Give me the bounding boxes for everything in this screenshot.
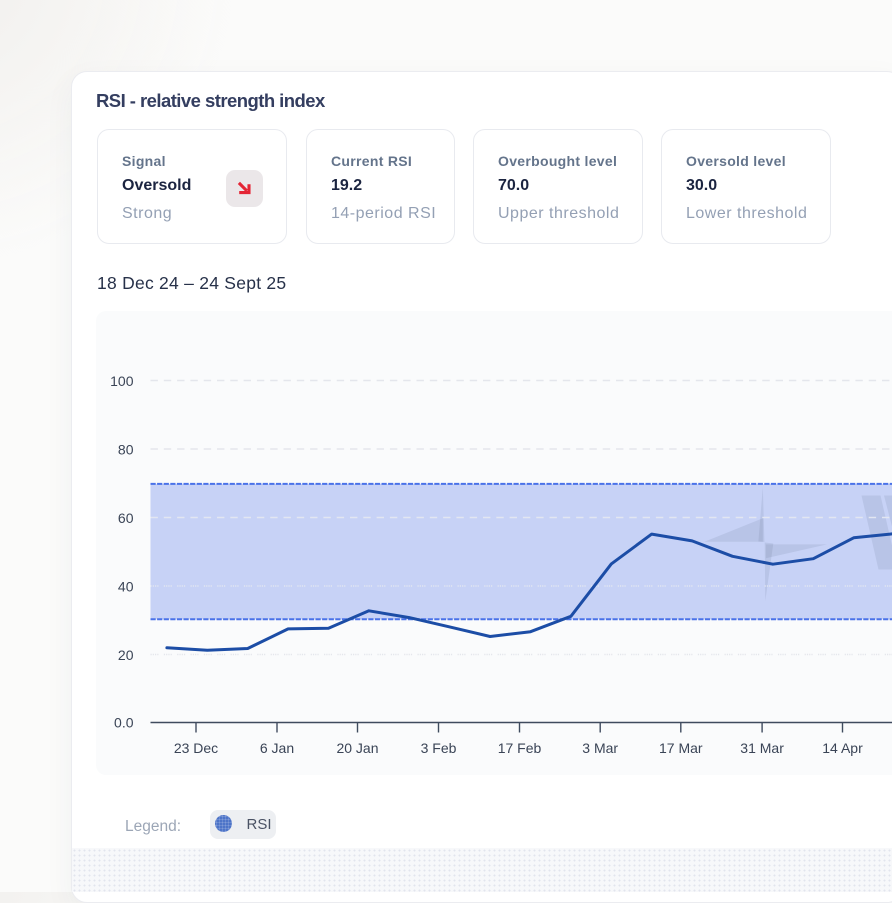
svg-text:100: 100 [110,373,134,389]
svg-text:60: 60 [118,510,134,526]
svg-text:20: 20 [118,647,134,663]
svg-text:17 Mar: 17 Mar [659,740,703,756]
svg-text:31 Mar: 31 Mar [740,740,784,756]
svg-text:40: 40 [118,579,134,595]
svg-text:3 Feb: 3 Feb [421,740,457,756]
svg-text:80: 80 [118,442,134,458]
svg-text:20 Jan: 20 Jan [336,740,378,756]
svg-text:0.0: 0.0 [114,715,134,731]
svg-text:14 Apr: 14 Apr [822,740,863,756]
svg-text:23 Dec: 23 Dec [174,740,218,756]
svg-text:6 Jan: 6 Jan [260,740,294,756]
svg-text:17 Feb: 17 Feb [498,740,542,756]
svg-text:3 Mar: 3 Mar [582,740,618,756]
